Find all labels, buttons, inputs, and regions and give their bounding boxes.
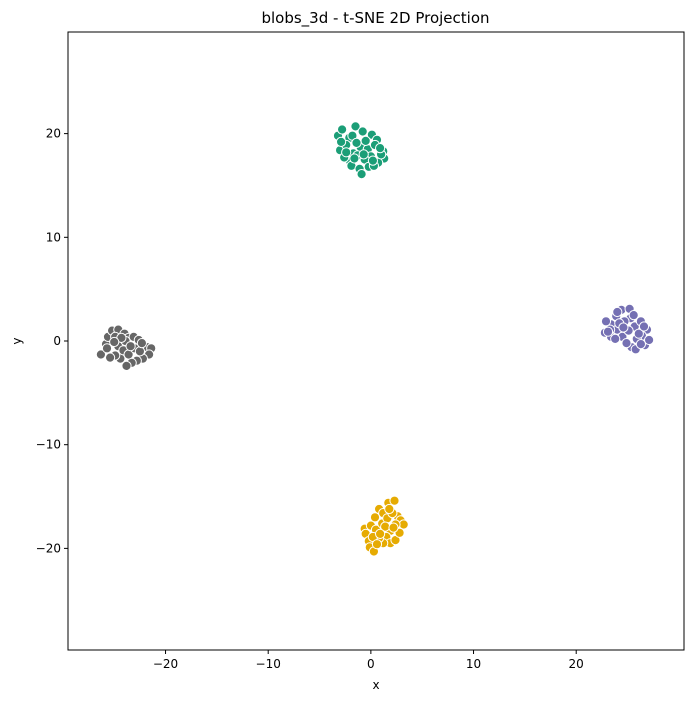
scatter-point-cluster-2	[644, 334, 655, 346]
scatter-point-cluster-1	[360, 135, 371, 146]
x-tick-label: 10	[466, 657, 481, 671]
scatter-point-cluster-2	[600, 316, 612, 327]
scatter-point-cluster-3	[105, 352, 116, 363]
y-tick-label: −20	[36, 541, 61, 555]
axis-layer: −20 −10 0 10 20 −20 −10 0 10 20	[36, 127, 584, 671]
points-layer	[95, 121, 655, 557]
x-tick-label: −20	[153, 657, 178, 671]
scatter-point-cluster-4	[389, 495, 400, 506]
x-tick-label: 20	[569, 657, 584, 671]
scatter-point-cluster-2	[618, 322, 629, 333]
y-tick-label: −10	[36, 438, 61, 452]
scatter-point-cluster-1	[356, 169, 367, 180]
scatter-point-cluster-1	[367, 155, 378, 166]
scatter-point-cluster-1	[336, 136, 347, 147]
scatter-point-cluster-1	[358, 149, 369, 160]
scatter-point-cluster-4	[384, 503, 395, 515]
x-tick-label: 0	[367, 657, 375, 671]
scatter-point-cluster-1	[375, 143, 386, 154]
scatter-point-cluster-4	[375, 528, 386, 540]
y-axis-label: y	[10, 337, 24, 344]
scatter-point-cluster-3	[109, 336, 120, 348]
scatter-point-cluster-1	[357, 126, 368, 137]
scatter-point-cluster-1	[349, 153, 360, 164]
plot-area-frame	[67, 31, 685, 651]
scatter-point-cluster-2	[621, 338, 632, 349]
scatter-point-cluster-1	[337, 124, 348, 135]
scatter-point-cluster-1	[351, 137, 362, 148]
scatter-point-cluster-2	[612, 306, 623, 318]
scatter-point-cluster-3	[134, 346, 145, 357]
scatter-point-cluster-3	[136, 338, 147, 349]
scatter-point-cluster-2	[610, 333, 621, 344]
x-tick-label: −10	[256, 657, 281, 671]
scatter-point-cluster-2	[635, 339, 647, 350]
scatter-point-cluster-2	[638, 321, 650, 332]
scatter-point-cluster-1	[350, 121, 361, 132]
y-tick-label: 20	[46, 127, 61, 141]
scatter-point-cluster-1	[341, 147, 352, 158]
scatter-point-cluster-4	[369, 512, 381, 523]
scatter-point-cluster-3	[125, 341, 136, 352]
scatter-point-cluster-3	[121, 360, 132, 371]
scatter-point-cluster-2	[633, 328, 644, 339]
y-tick-label: 0	[53, 334, 61, 348]
scatter-point-cluster-4	[371, 539, 383, 550]
scatter-point-cluster-2	[628, 310, 639, 321]
scatter-point-cluster-3	[95, 349, 107, 360]
x-axis-label: x	[372, 678, 379, 692]
scatter-point-cluster-3	[101, 343, 113, 354]
scatter-point-cluster-4	[388, 522, 399, 533]
chart-title: blobs_3d - t-SNE 2D Projection	[261, 9, 489, 28]
scatter-point-cluster-2	[602, 326, 614, 337]
y-tick-label: 10	[46, 230, 61, 244]
